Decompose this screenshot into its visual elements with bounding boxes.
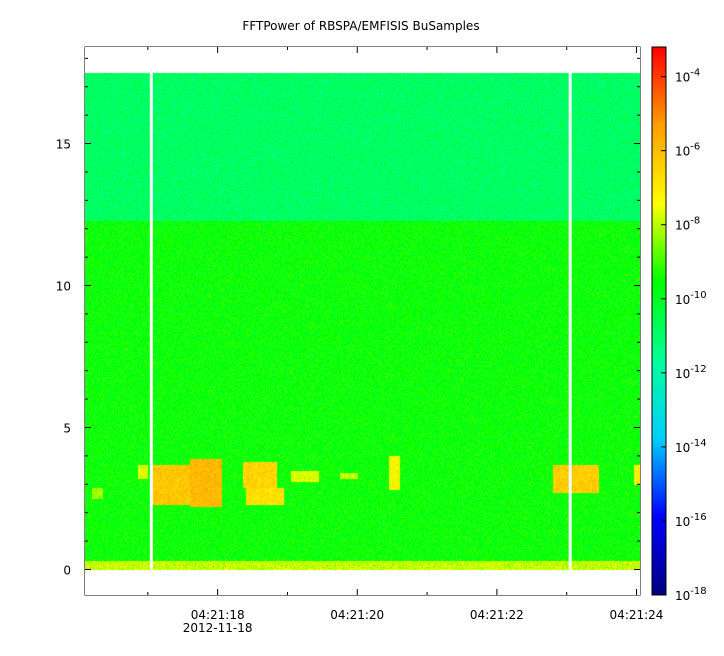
colorbar-tick-label-7: 10-4: [675, 68, 700, 85]
colorbar-ticks: 10-18 10-16 10-14 10-12 10-10 10-8 10-6 10-4: [661, 68, 707, 603]
colorbar-tick-label-4: 10-10: [675, 290, 707, 307]
data-gap-0: [149, 72, 153, 570]
x-tick-label-0: 04:21:18: [191, 608, 245, 622]
colorbar-tick-label-2: 10-14: [675, 438, 707, 455]
x-tick-label-2: 04:21:22: [470, 608, 524, 622]
y-tick-label-3: 15: [56, 138, 71, 152]
colorbar-frame: [651, 46, 667, 596]
chart-title: FFTPower of RBSPA/EMFISIS BuSamples: [242, 19, 479, 33]
y-axis: 0 5 10 15: [56, 57, 640, 577]
y-tick-label-2: 10: [56, 280, 71, 294]
x-tick-label-3: 04:21:24: [610, 608, 664, 622]
spectrogram-image: [85, 47, 640, 595]
colorbar-tick-label-5: 10-8: [675, 216, 700, 233]
colorbar-tick-label-6: 10-6: [675, 142, 700, 159]
colorbar: 10-18 10-16 10-14 10-12 10-10 10-8 10-6 10-4: [651, 46, 707, 603]
x-tick-label-1: 04:21:20: [330, 608, 384, 622]
x-tick-sublabel-0: 2012-11-18: [183, 621, 253, 635]
colorbar-tick-label-0: 10-18: [675, 586, 707, 603]
colorbar-gradient: [652, 47, 666, 595]
y-tick-label-1: 5: [63, 421, 71, 435]
y-tick-label-0: 0: [63, 563, 71, 577]
colorbar-tick-label-3: 10-12: [675, 364, 707, 381]
data-gaps: [149, 72, 572, 570]
colorbar-tick-label-1: 10-16: [675, 512, 707, 529]
data-gap-1: [568, 72, 572, 570]
